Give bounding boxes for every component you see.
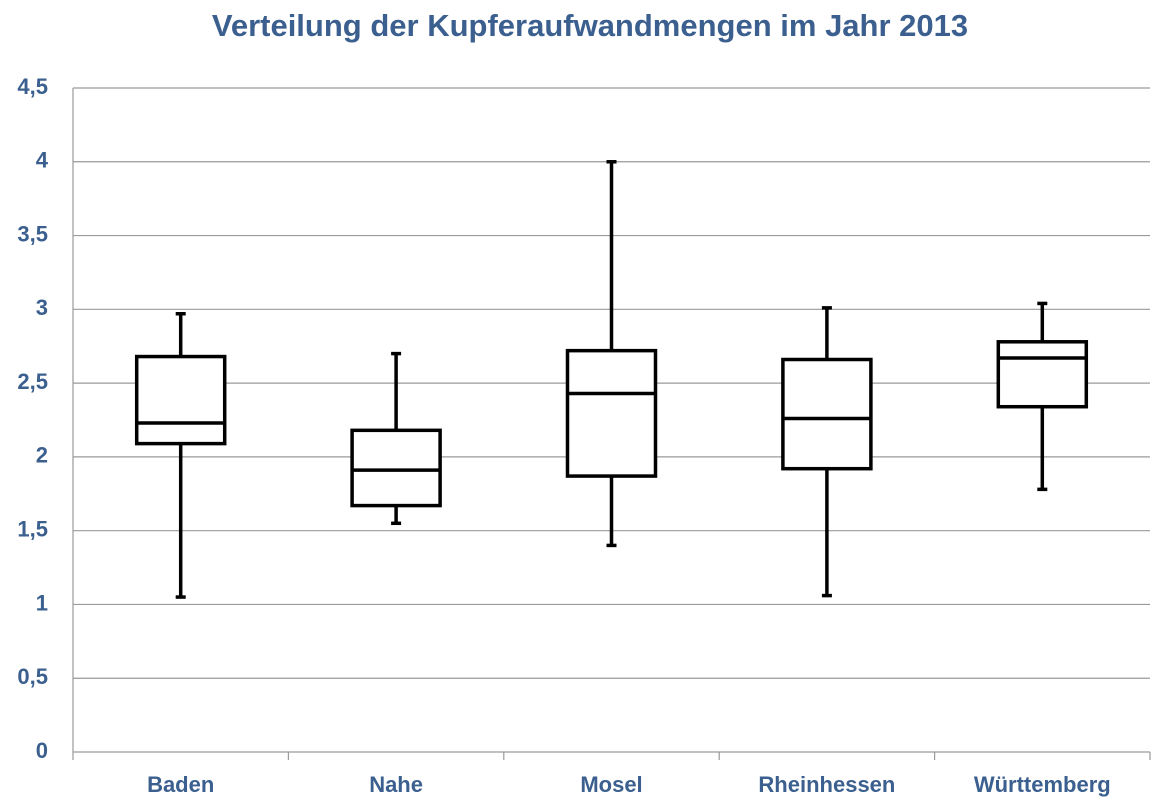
chart-title: Verteilung der Kupferaufwandmengen im Ja… — [212, 8, 968, 43]
y-tick-label: 2,5 — [17, 369, 48, 394]
y-tick-label: 2 — [36, 443, 48, 468]
x-tick-label: Rheinhessen — [758, 772, 895, 797]
y-tick-label: 1 — [36, 590, 48, 615]
box — [134, 354, 227, 446]
x-tick-label: Württemberg — [974, 772, 1111, 797]
x-tick-label: Baden — [147, 772, 214, 797]
y-tick-label: 1,5 — [17, 516, 48, 541]
y-tick-label: 0 — [36, 738, 48, 763]
y-tick-label: 4,5 — [17, 74, 48, 99]
box — [781, 357, 873, 471]
y-tick-label: 0,5 — [17, 664, 48, 689]
box — [350, 428, 442, 508]
x-tick-label: Mosel — [580, 772, 642, 797]
x-tick-label: Nahe — [369, 772, 423, 797]
y-tick-label: 4 — [36, 148, 49, 173]
box — [996, 340, 1089, 409]
y-tick-label: 3 — [36, 295, 48, 320]
box — [565, 348, 658, 478]
y-tick-label: 3,5 — [17, 221, 48, 246]
